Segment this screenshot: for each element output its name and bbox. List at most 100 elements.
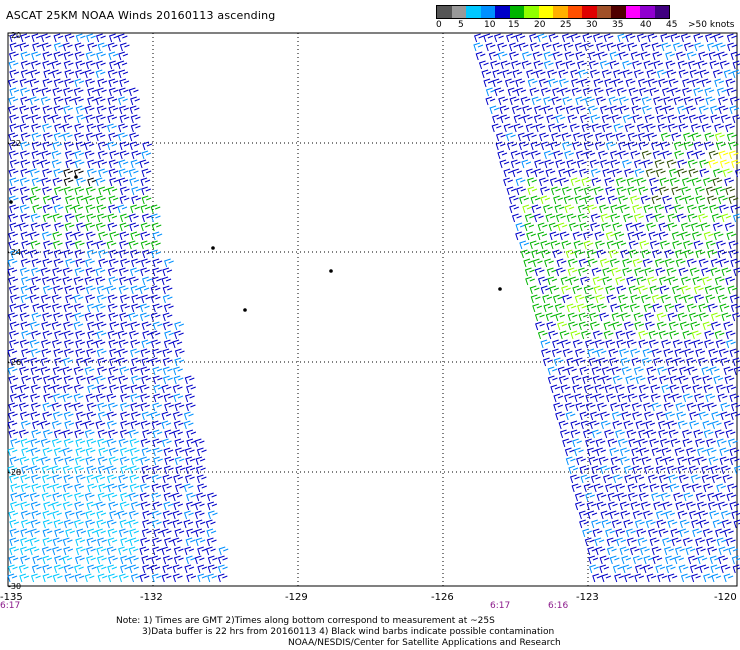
wind-barb <box>627 132 638 142</box>
wind-barb <box>625 78 636 88</box>
wind-barb <box>30 348 41 358</box>
wind-barb <box>562 438 573 448</box>
wind-barb <box>689 69 700 79</box>
wind-barb <box>628 87 639 97</box>
wind-barb <box>687 456 698 466</box>
wind-barb <box>695 546 706 556</box>
wind-barb <box>10 501 20 511</box>
wind-barb <box>599 312 609 322</box>
wind-barb <box>677 168 687 178</box>
wind-barb <box>636 177 647 187</box>
map-frame <box>7 32 738 587</box>
wind-barb <box>579 465 590 475</box>
wind-barb <box>642 348 653 358</box>
wind-barb <box>678 564 689 574</box>
wind-barb <box>591 519 601 529</box>
wind-barb <box>631 357 642 367</box>
wind-barb <box>86 168 97 178</box>
wind-barb <box>139 285 150 295</box>
wind-barb <box>669 483 680 493</box>
wind-barb <box>640 42 651 52</box>
wind-barb <box>162 564 173 574</box>
wind-barb <box>42 537 53 547</box>
wind-barb <box>151 483 162 493</box>
wind-barb <box>20 60 31 70</box>
wind-barb <box>503 168 514 178</box>
wind-barb <box>540 141 551 151</box>
wind-barb <box>725 330 736 340</box>
wind-barb <box>130 285 141 295</box>
wind-barb <box>649 240 660 250</box>
wind-barb <box>720 114 731 124</box>
swath-time-right: 6:16 <box>548 601 569 611</box>
wind-barb <box>708 348 719 358</box>
wind-barb <box>627 384 637 394</box>
wind-barb <box>151 276 162 286</box>
wind-barb <box>510 159 521 169</box>
wind-barb <box>207 492 217 502</box>
wind-barb <box>86 123 97 133</box>
wind-barb <box>676 213 687 223</box>
wind-barb <box>713 375 724 385</box>
wind-barb <box>9 87 20 97</box>
wind-barb <box>690 474 701 484</box>
wind-barb <box>74 51 85 61</box>
wind-barb <box>595 546 606 556</box>
wind-barb <box>32 303 43 313</box>
wind-barb <box>619 456 630 466</box>
wind-barb <box>691 330 702 340</box>
wind-barb <box>610 465 621 475</box>
wind-barb <box>694 42 704 52</box>
wind-barb <box>10 249 20 259</box>
wind-barb <box>683 132 693 142</box>
wind-barb <box>7 573 18 583</box>
wind-barb <box>207 510 218 520</box>
wind-barb <box>732 213 740 223</box>
wind-barb <box>172 537 183 547</box>
wind-barb <box>185 555 196 565</box>
wind-barb <box>572 141 583 151</box>
wind-barb <box>195 465 206 475</box>
wind-barb <box>30 411 41 421</box>
wind-barb <box>710 258 721 268</box>
wind-barb <box>677 465 688 475</box>
wind-barb <box>703 573 713 583</box>
wind-barb <box>554 204 565 214</box>
wind-barb <box>119 213 130 223</box>
wind-barb <box>63 186 74 196</box>
wind-barb <box>42 168 52 178</box>
swath-time-mid: 6:17 <box>490 601 511 611</box>
wind-barb <box>511 213 522 223</box>
wind-barb <box>649 537 660 547</box>
wind-barb <box>719 159 730 169</box>
wind-barb <box>561 285 571 295</box>
wind-barb <box>667 222 678 232</box>
wind-barb <box>506 33 516 43</box>
lat-label-3: -26 <box>8 358 21 367</box>
wind-barb <box>8 276 19 286</box>
wind-barb <box>583 186 594 196</box>
wind-barb <box>129 447 140 457</box>
wind-barb <box>553 393 564 403</box>
wind-barb <box>74 123 85 133</box>
wind-barb <box>563 42 574 52</box>
wind-barb <box>558 78 569 88</box>
wind-barb <box>150 357 161 367</box>
wind-barb <box>533 213 544 223</box>
wind-barb <box>118 51 129 61</box>
wind-barb <box>710 564 721 574</box>
wind-barb <box>600 159 610 169</box>
wind-barb <box>686 357 697 367</box>
wind-barb <box>52 492 63 502</box>
wind-barb <box>10 492 21 502</box>
wind-barb <box>529 33 539 43</box>
wind-barb <box>545 213 556 223</box>
wind-barb <box>601 69 612 79</box>
wind-barb <box>65 528 75 538</box>
wind-barb <box>142 276 152 286</box>
wind-barb <box>577 204 588 214</box>
wind-barb <box>9 123 20 133</box>
wind-barb <box>7 465 18 475</box>
wind-barb <box>86 213 97 223</box>
wind-barb <box>42 573 53 583</box>
